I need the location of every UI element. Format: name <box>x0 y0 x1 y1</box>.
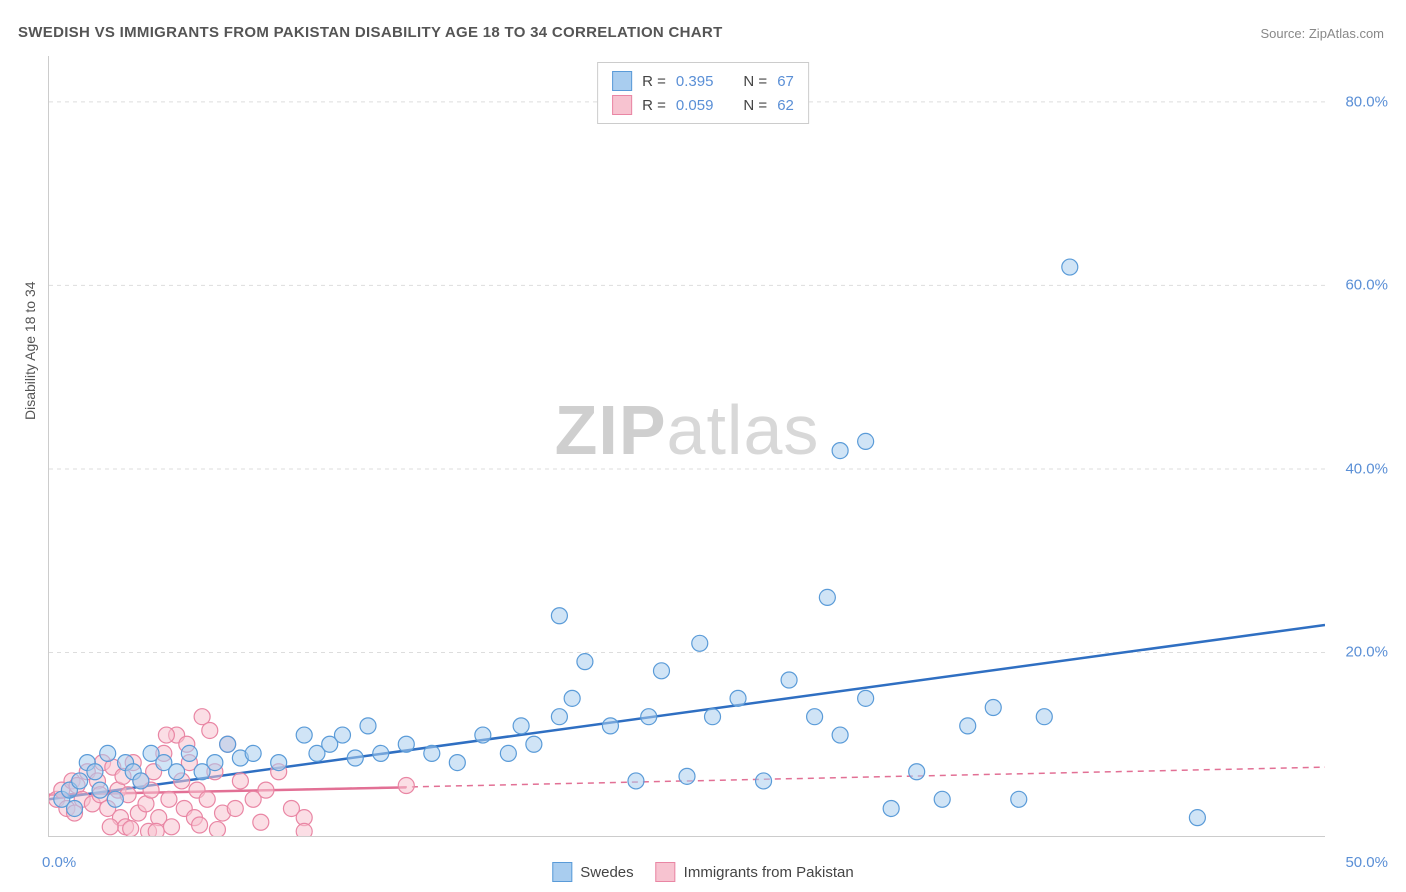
x-min-label: 0.0% <box>42 854 76 871</box>
r-label: R = <box>642 73 666 90</box>
scatter-svg <box>49 56 1325 836</box>
y-tick-label: 80.0% <box>1345 93 1388 110</box>
legend-item-pakistan: Immigrants from Pakistan <box>656 862 854 882</box>
legend-label: Swedes <box>580 864 633 881</box>
source-label: Source: ZipAtlas.com <box>1260 26 1384 41</box>
swatch-blue-icon <box>612 71 632 91</box>
series-legend: Swedes Immigrants from Pakistan <box>552 862 853 882</box>
x-max-label: 50.0% <box>1345 854 1388 871</box>
legend-label: Immigrants from Pakistan <box>684 864 854 881</box>
swatch-blue-icon <box>552 862 572 882</box>
chart-plot-area: ZIPatlas <box>48 56 1325 837</box>
y-tick-label: 60.0% <box>1345 277 1388 294</box>
chart-title: SWEDISH VS IMMIGRANTS FROM PAKISTAN DISA… <box>18 24 723 41</box>
y-tick-label: 20.0% <box>1345 644 1388 661</box>
r-value: 0.395 <box>676 73 714 90</box>
legend-item-swedes: Swedes <box>552 862 633 882</box>
swatch-pink-icon <box>656 862 676 882</box>
r-label: R = <box>642 97 666 114</box>
y-tick-label: 40.0% <box>1345 460 1388 477</box>
legend-row-pakistan: R = 0.059 N = 62 <box>612 93 794 117</box>
swatch-pink-icon <box>612 95 632 115</box>
n-label: N = <box>743 97 767 114</box>
n-label: N = <box>743 73 767 90</box>
y-axis-label: Disability Age 18 to 34 <box>22 281 38 420</box>
r-value: 0.059 <box>676 97 714 114</box>
legend-row-swedes: R = 0.395 N = 67 <box>612 69 794 93</box>
correlation-legend: R = 0.395 N = 67 R = 0.059 N = 62 <box>597 62 809 124</box>
n-value: 62 <box>777 97 794 114</box>
n-value: 67 <box>777 73 794 90</box>
